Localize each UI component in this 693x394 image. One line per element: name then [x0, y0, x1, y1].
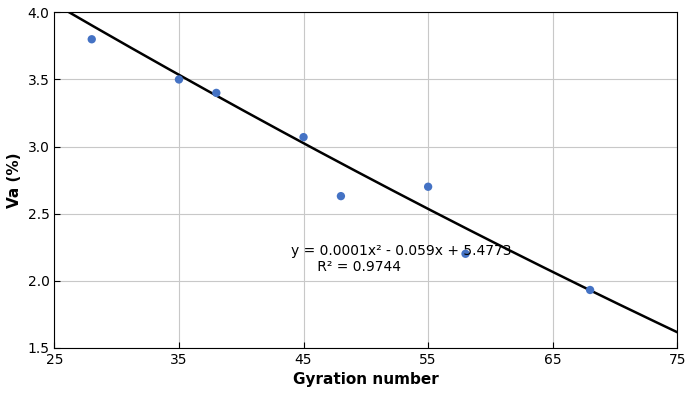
Point	[298, 134, 309, 140]
Text: y = 0.0001x² - 0.059x + 5.4773
      R² = 0.9744: y = 0.0001x² - 0.059x + 5.4773 R² = 0.97…	[291, 244, 511, 274]
Y-axis label: Va (%): Va (%)	[7, 152, 22, 208]
Point	[460, 251, 471, 257]
Point	[211, 90, 222, 96]
Point	[335, 193, 346, 199]
Point	[585, 287, 596, 293]
Point	[86, 36, 97, 43]
Point	[173, 76, 184, 83]
X-axis label: Gyration number: Gyration number	[293, 372, 439, 387]
Point	[423, 184, 434, 190]
